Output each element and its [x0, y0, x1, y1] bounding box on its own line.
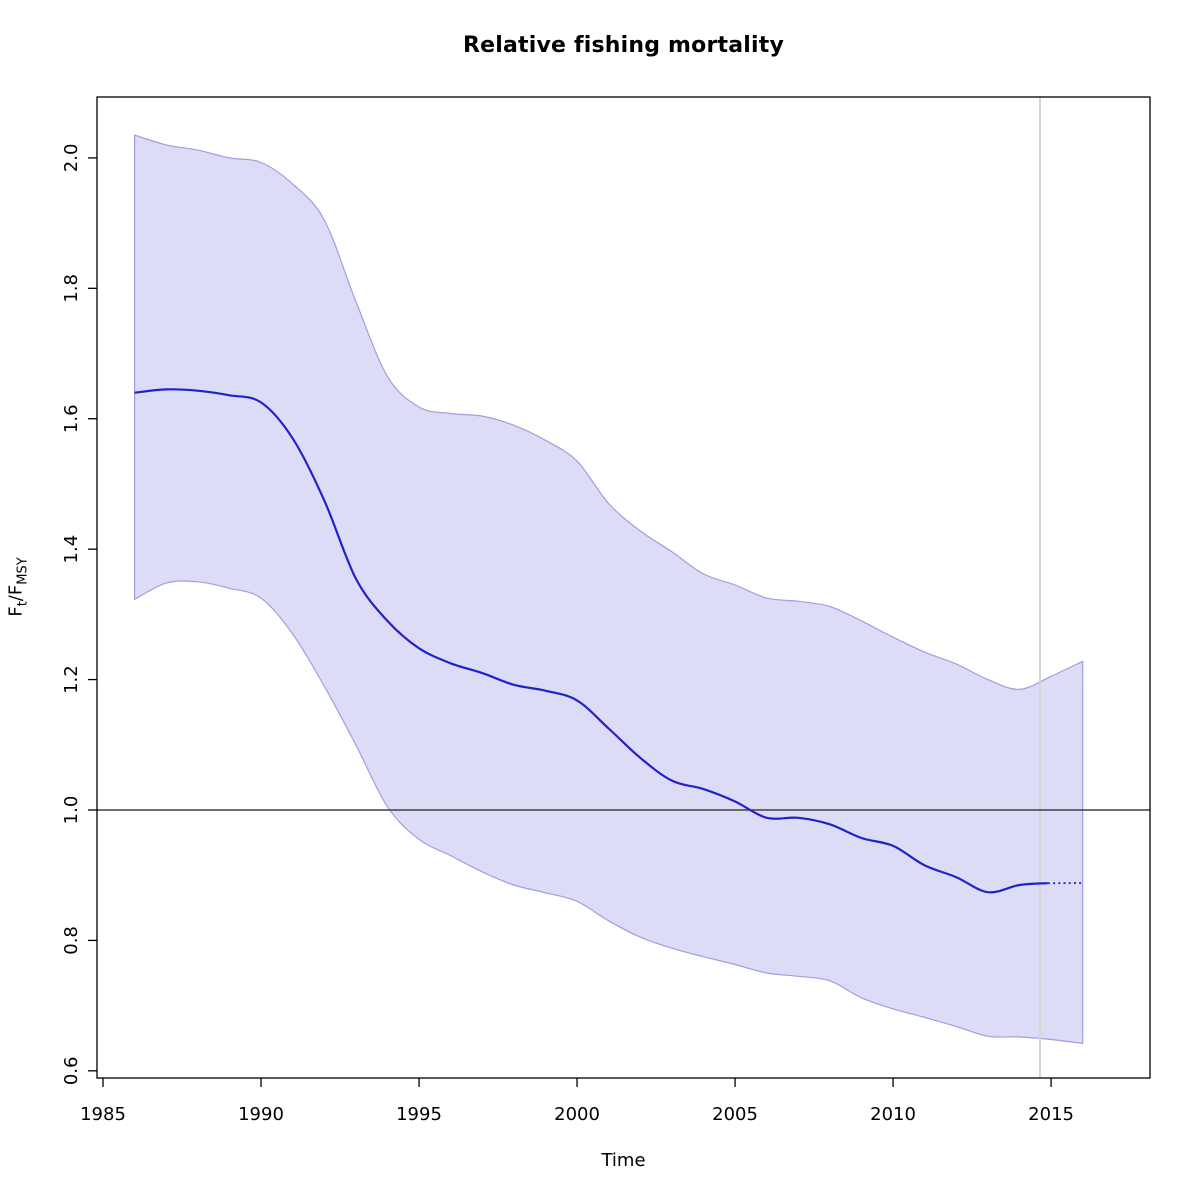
y-axis-label: Ft/FMSY — [6, 557, 31, 616]
x-tick-label: 1985 — [80, 1104, 126, 1125]
y-label-f2: F — [5, 584, 27, 596]
x-tick-label: 2010 — [870, 1104, 916, 1125]
estimate-line — [134, 388, 1048, 894]
x-tick-label: 1995 — [396, 1104, 442, 1125]
y-tick-label: 1.6 — [61, 404, 82, 433]
y-tick-label: 1.8 — [61, 274, 82, 303]
x-tick-label: 2005 — [712, 1104, 758, 1125]
y-tick-label: 0.8 — [61, 926, 82, 955]
y-label-f: F — [5, 606, 27, 617]
x-axis-label: Time — [601, 1150, 646, 1171]
y-label-sub-msy: MSY — [15, 557, 31, 585]
y-label-slash: / — [5, 595, 27, 602]
confidence-band — [134, 134, 1084, 1045]
x-tick-label: 1990 — [238, 1104, 284, 1125]
y-tick-label: 2.0 — [61, 144, 82, 173]
y-tick-label: 1.2 — [61, 665, 82, 694]
chart-title: Relative fishing mortality — [462, 33, 785, 58]
x-tick-label: 2000 — [554, 1104, 600, 1125]
y-label-sub-t: t — [15, 601, 31, 607]
x-tick-label: 2015 — [1028, 1104, 1074, 1125]
plot-border — [96, 96, 1151, 1079]
y-tick-label: 1.4 — [61, 535, 82, 564]
y-tick-label: 0.6 — [61, 1057, 82, 1086]
y-tick-label: 1.0 — [61, 796, 82, 825]
